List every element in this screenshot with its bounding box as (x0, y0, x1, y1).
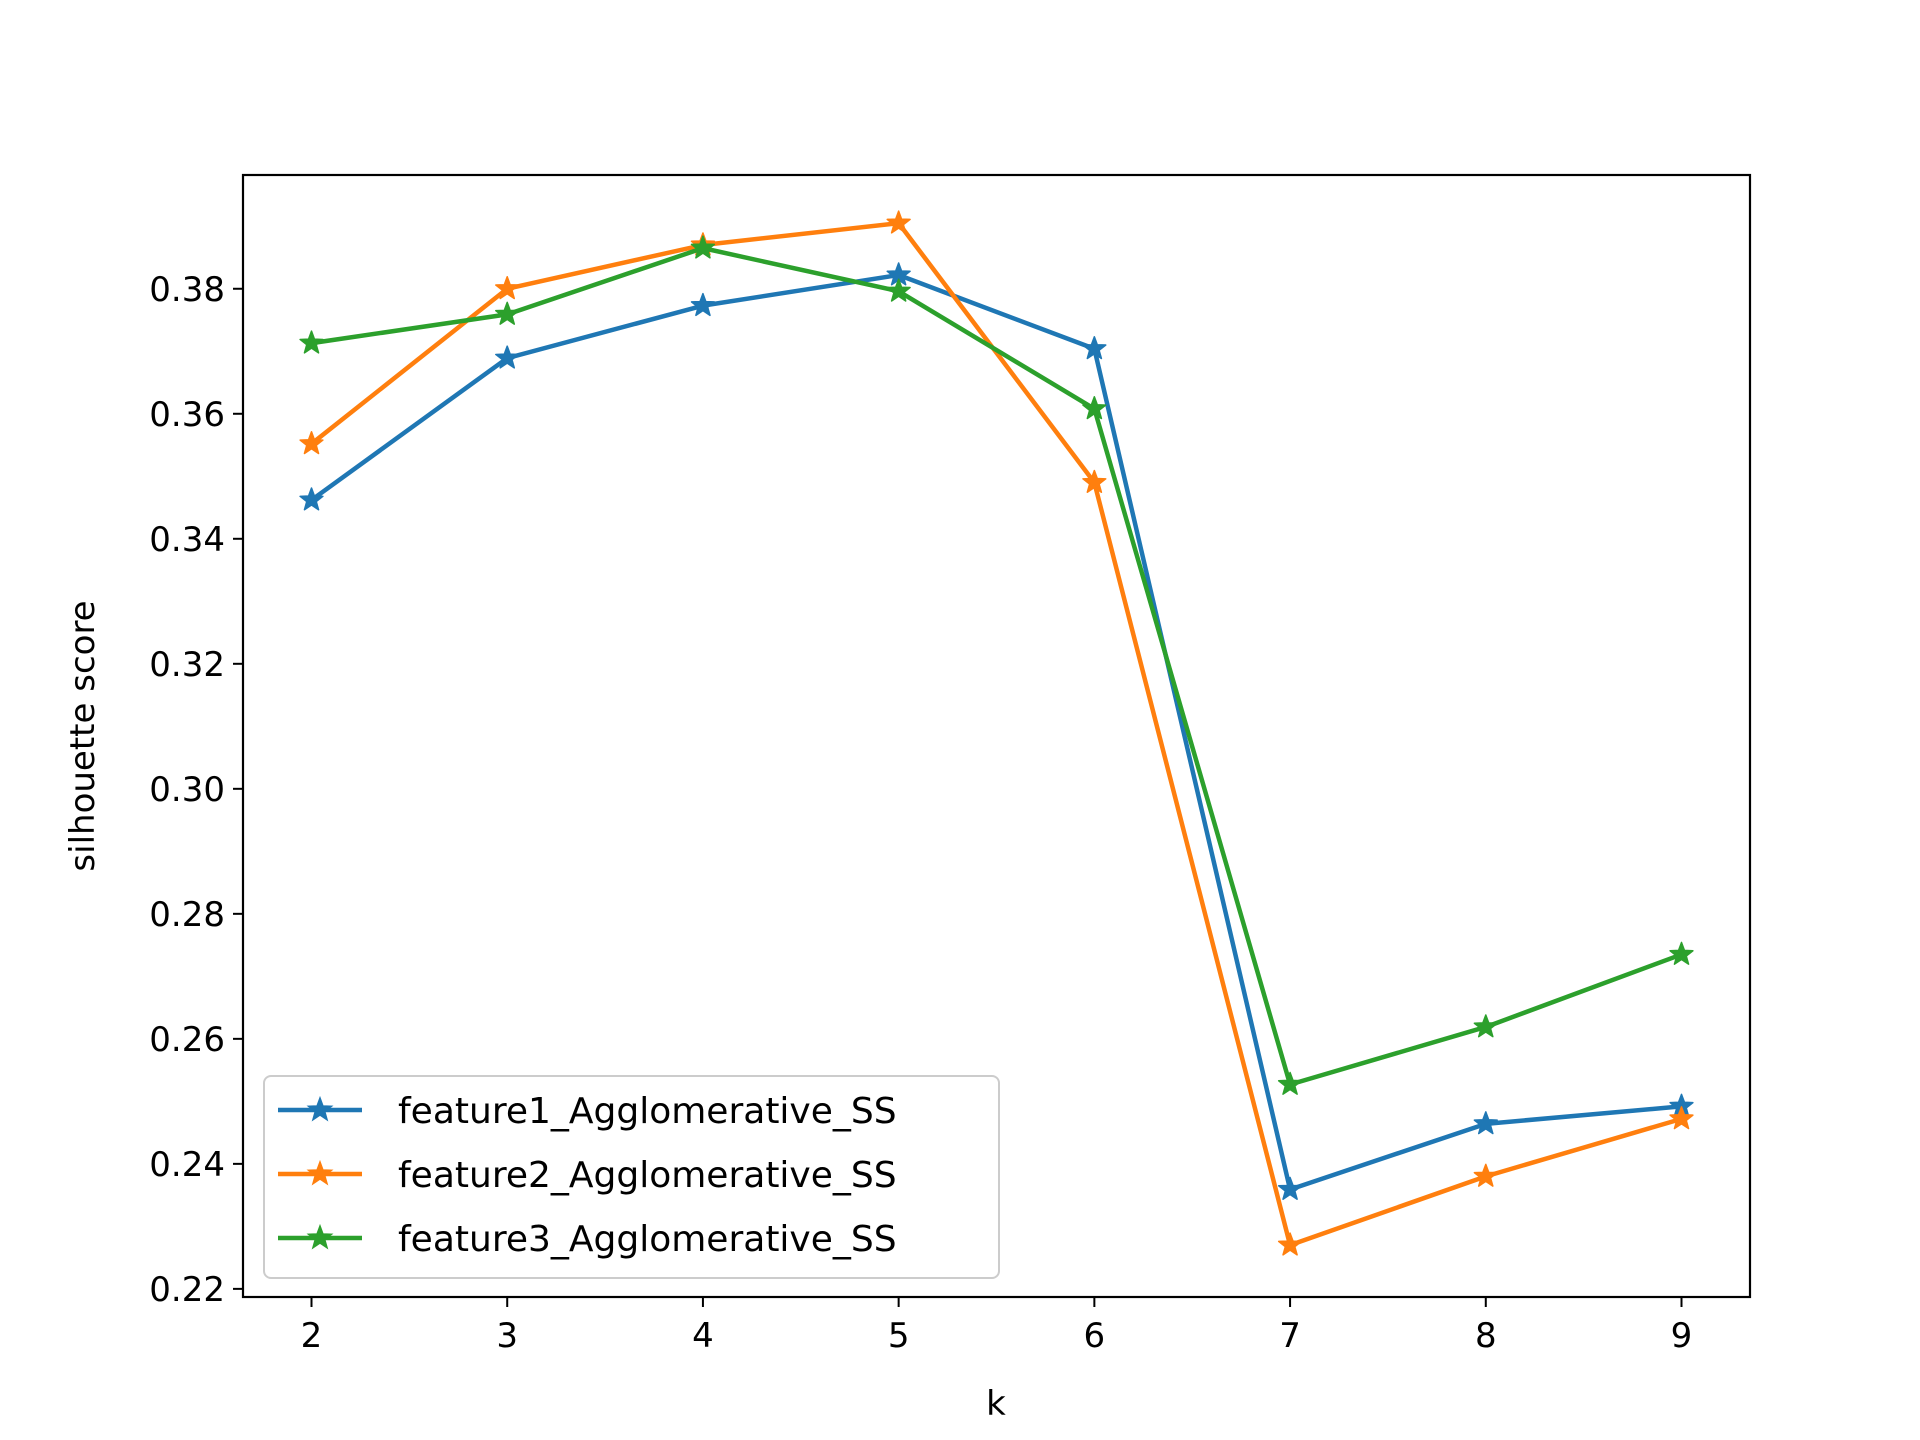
plot-frame (241, 173, 1752, 1299)
y-axis-label: silhouette score (63, 600, 103, 871)
series-layer (299, 210, 1694, 1256)
y-tick-label: 0.36 (149, 395, 225, 435)
legend-label: feature3_Agglomerative_SS (398, 1219, 897, 1260)
y-tick-label: 0.30 (149, 770, 225, 810)
x-tick-label: 6 (1084, 1316, 1106, 1356)
data-point (1669, 1106, 1694, 1130)
legend-marker (306, 1159, 334, 1186)
series-line (308, 245, 1685, 1087)
x-tick-label: 2 (301, 1316, 323, 1356)
legend-label: feature1_Agglomerative_SS (398, 1091, 897, 1132)
legend-item: feature3_Agglomerative_SS (278, 1219, 897, 1260)
y-tick-label: 0.38 (149, 270, 225, 310)
data-point (886, 278, 911, 302)
x-tick-label: 5 (888, 1316, 910, 1356)
x-axis: 2 3 4 5 6 7 8 9 (301, 1297, 1693, 1356)
series-3 (299, 235, 1694, 1095)
y-tick-label: 0.24 (149, 1145, 225, 1185)
y-axis: 0.22 0.24 0.26 0.28 0.30 0.32 0.34 0.36 0.38 (149, 270, 243, 1310)
data-point (1473, 1163, 1498, 1187)
legend-label: feature2_Agglomerative_SS (398, 1155, 897, 1196)
x-tick-label: 8 (1475, 1316, 1497, 1356)
legend-item: feature1_Agglomerative_SS (278, 1091, 897, 1132)
x-tick-label: 4 (692, 1316, 714, 1356)
y-tick-label: 0.26 (149, 1020, 225, 1060)
y-tick-label: 0.34 (149, 520, 225, 560)
data-point (690, 235, 716, 259)
data-point (299, 487, 324, 511)
data-point (1277, 1176, 1303, 1200)
data-point (495, 276, 520, 300)
legend-marker (306, 1095, 334, 1122)
data-point (1082, 469, 1107, 493)
data-point (495, 345, 520, 369)
data-point (1277, 1232, 1303, 1256)
y-tick-label: 0.22 (149, 1270, 225, 1310)
series-line (308, 220, 1685, 1248)
data-point (1082, 396, 1107, 420)
y-tick-label: 0.28 (149, 895, 225, 935)
x-tick-label: 7 (1279, 1316, 1301, 1356)
x-tick-label: 9 (1671, 1316, 1693, 1356)
series-1 (299, 262, 1694, 1200)
data-point (1473, 1014, 1498, 1038)
x-tick-label: 3 (496, 1316, 518, 1356)
data-point (299, 431, 324, 455)
series-2 (299, 210, 1694, 1256)
legend: feature1_Agglomerative_SS feature2_Agglom… (263, 1075, 1000, 1279)
legend-item: feature2_Agglomerative_SS (278, 1155, 897, 1196)
data-point (690, 292, 716, 317)
data-point (1473, 1111, 1498, 1135)
data-point (886, 210, 911, 234)
data-point (1082, 336, 1107, 360)
x-axis-label: k (986, 1384, 1006, 1424)
data-point (1669, 941, 1694, 965)
series-line (308, 272, 1684, 1192)
data-point (299, 330, 324, 354)
y-tick-label: 0.32 (149, 645, 225, 685)
legend-marker (306, 1223, 334, 1250)
data-point (495, 301, 520, 325)
data-point (1277, 1071, 1303, 1095)
legend-box (263, 1075, 1000, 1279)
